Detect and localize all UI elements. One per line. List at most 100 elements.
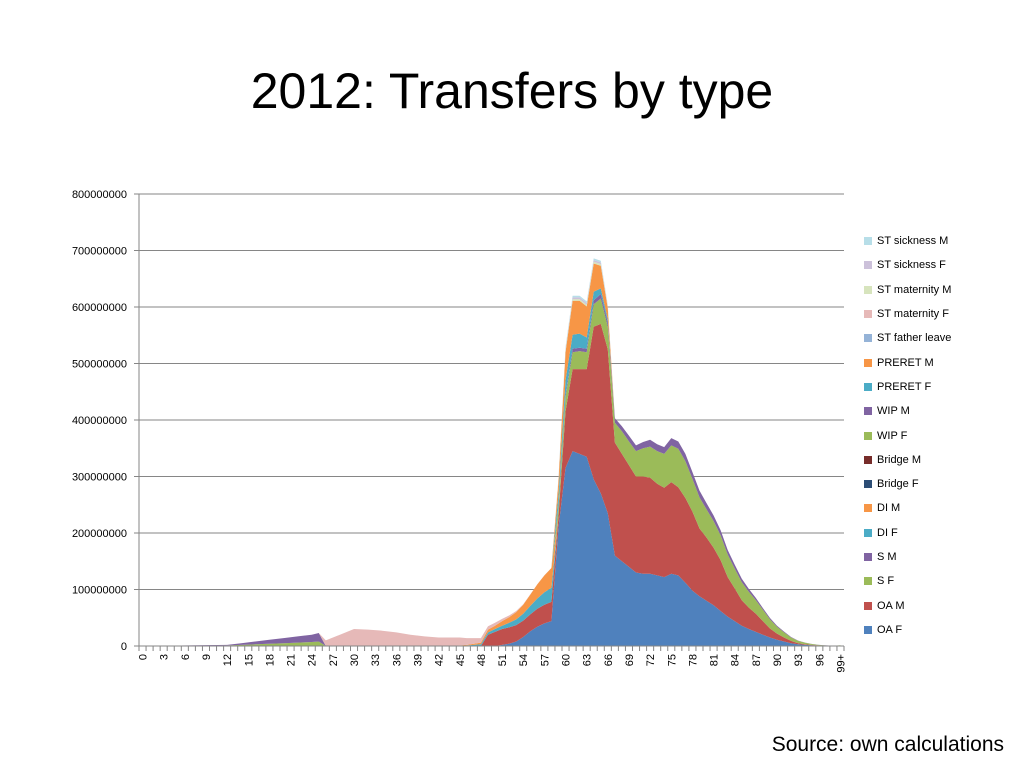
y-tick-label: 0 xyxy=(121,641,127,653)
legend-item: WIP M xyxy=(864,399,1004,423)
y-axis-tick-labels: 0 100000000 200000000 300000000 400000000 500… xyxy=(72,189,139,653)
series-area-oa-m xyxy=(142,323,841,646)
x-tick-label: 99+ xyxy=(835,654,847,673)
legend-item: ST maternity M xyxy=(864,278,1004,302)
x-tick-label: 27 xyxy=(328,654,340,666)
x-tick-label: 21 xyxy=(286,654,298,666)
legend-swatch xyxy=(864,261,872,270)
legend-swatch xyxy=(864,455,872,464)
legend-swatch xyxy=(864,577,872,586)
legend-label: ST maternity F xyxy=(877,308,949,321)
legend-item: PRERET M xyxy=(864,350,1004,374)
x-tick-label: 45 xyxy=(455,654,467,666)
legend-label: WIP F xyxy=(877,429,908,442)
legend-label: WIP M xyxy=(877,405,910,418)
legend-label: ST sickness F xyxy=(877,259,946,272)
x-tick-label: 39 xyxy=(412,654,424,666)
legend-item: ST sickness M xyxy=(864,229,1004,253)
source-note: Source: own calculations xyxy=(771,733,1004,756)
x-tick-label: 0 xyxy=(138,654,150,660)
x-tick-label: 57 xyxy=(539,654,551,666)
x-tick-label: 78 xyxy=(687,654,699,666)
legend-label: OA F xyxy=(877,623,903,636)
legend-item: S M xyxy=(864,545,1004,569)
x-tick-label: 42 xyxy=(434,654,446,666)
x-tick-label: 12 xyxy=(222,654,234,666)
y-tick-label: 300000000 xyxy=(72,472,127,484)
legend-label: OA M xyxy=(877,599,905,612)
legend-label: PRERET F xyxy=(877,380,932,393)
x-tick-label: 60 xyxy=(561,654,573,666)
x-axis-tick-labels: 0 3 6 9 12 15 18 21 24 27 30 33 36 39 42 45 48 51 54 57 60 63… xyxy=(138,654,848,673)
legend-item: Bridge M xyxy=(864,448,1004,472)
legend-label: PRERET M xyxy=(877,356,934,369)
legend-label: ST sickness M xyxy=(877,235,949,248)
legend-swatch xyxy=(864,480,872,489)
legend-swatch xyxy=(864,504,872,513)
legend-label: DI M xyxy=(877,502,901,515)
series-areas xyxy=(142,258,841,646)
axes xyxy=(138,194,845,651)
legend-item: Bridge F xyxy=(864,472,1004,496)
y-tick-label: 700000000 xyxy=(72,246,127,258)
legend-swatch xyxy=(864,285,872,294)
legend-swatch xyxy=(864,431,872,440)
legend-label: S F xyxy=(877,575,895,588)
chart-legend: ST sickness M ST sickness F ST maternity M… xyxy=(864,229,1004,642)
x-tick-label: 69 xyxy=(624,654,636,666)
series-area-oa-f xyxy=(142,451,841,646)
legend-item: DI M xyxy=(864,496,1004,520)
legend-swatch xyxy=(864,625,872,634)
legend-label: ST father leave xyxy=(877,332,952,345)
x-tick-label: 51 xyxy=(497,654,509,666)
legend-item: S F xyxy=(864,569,1004,593)
legend-swatch xyxy=(864,237,872,246)
x-tick-label: 66 xyxy=(603,654,615,666)
y-tick-label: 800000000 xyxy=(72,189,127,201)
x-tick-label: 18 xyxy=(264,654,276,666)
legend-item: ST sickness F xyxy=(864,253,1004,277)
x-tick-label: 36 xyxy=(391,654,403,666)
x-tick-label: 30 xyxy=(349,654,361,666)
legend-swatch xyxy=(864,382,872,391)
x-tick-label: 24 xyxy=(307,654,319,666)
y-tick-label: 200000000 xyxy=(72,528,127,540)
legend-item: WIP F xyxy=(864,423,1004,447)
legend-label: ST maternity M xyxy=(877,283,952,296)
x-tick-label: 9 xyxy=(201,654,213,660)
x-tick-label: 15 xyxy=(243,654,255,666)
x-tick-label: 96 xyxy=(814,654,826,666)
legend-swatch xyxy=(864,601,872,610)
x-tick-label: 3 xyxy=(159,654,171,660)
x-tick-label: 75 xyxy=(666,654,678,666)
legend-label: DI F xyxy=(877,526,898,539)
x-tick-label: 48 xyxy=(476,654,488,666)
x-tick-label: 81 xyxy=(709,654,721,666)
y-tick-label: 400000000 xyxy=(72,415,127,427)
legend-label: Bridge M xyxy=(877,453,922,466)
y-tick-label: 500000000 xyxy=(72,359,127,371)
legend-label: S M xyxy=(877,551,897,563)
legend-label: Bridge F xyxy=(877,478,919,491)
y-tick-label: 100000000 xyxy=(72,585,127,597)
legend-swatch xyxy=(864,407,872,416)
legend-item: OA M xyxy=(864,593,1004,617)
x-tick-label: 87 xyxy=(751,654,763,666)
x-tick-label: 90 xyxy=(772,654,784,666)
legend-swatch xyxy=(864,334,872,343)
x-tick-label: 54 xyxy=(518,654,530,666)
x-tick-label: 93 xyxy=(793,654,805,666)
legend-item: PRERET F xyxy=(864,375,1004,399)
legend-swatch xyxy=(864,553,872,561)
x-tick-label: 72 xyxy=(645,654,657,666)
legend-swatch xyxy=(864,358,872,367)
x-tick-label: 33 xyxy=(370,654,382,666)
legend-item: ST father leave xyxy=(864,326,1004,350)
x-tick-label: 6 xyxy=(180,654,192,660)
x-tick-label: 63 xyxy=(582,654,594,666)
y-tick-label: 600000000 xyxy=(72,302,127,314)
legend-swatch xyxy=(864,310,872,319)
legend-swatch xyxy=(864,528,872,537)
x-tick-label: 84 xyxy=(730,654,742,666)
